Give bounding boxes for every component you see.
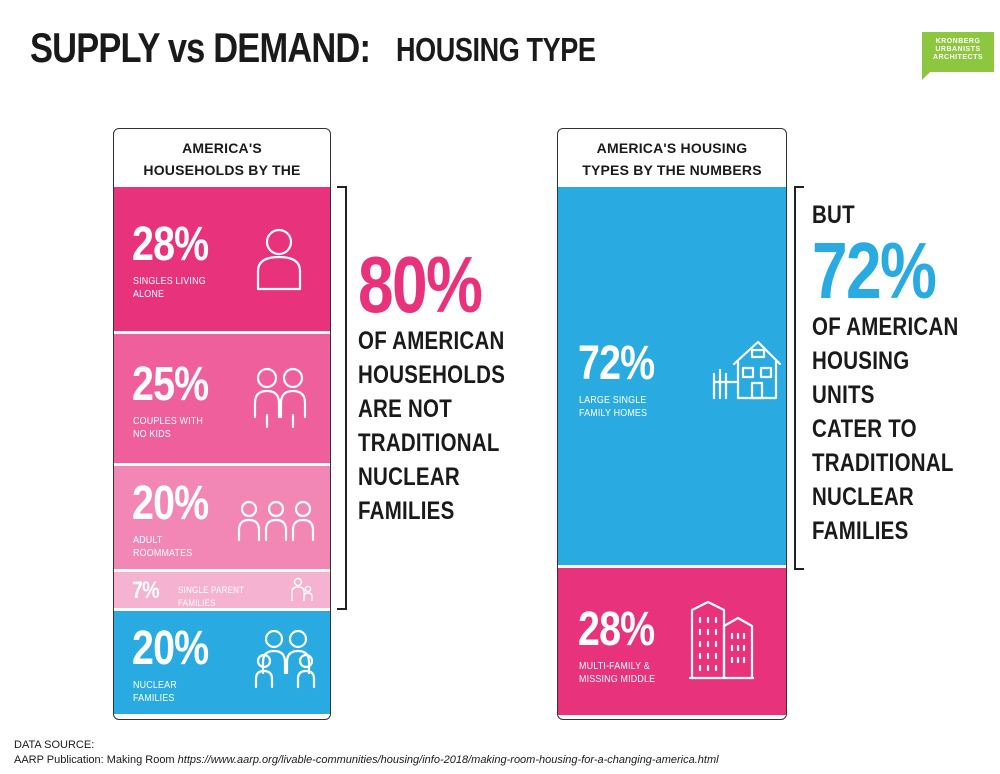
bar-segment-single-parent-families: 7% SINGLE PARENT FAMILIES [114,572,330,609]
housing-callout-line-6: FAMILIES [812,517,909,545]
segment-value: 72% [578,337,655,390]
segment-label: COUPLES WITH NO KIDS [133,415,203,440]
nuclear-family-icon [254,629,316,689]
housing-callout-line-4: TRADITIONAL [812,449,954,477]
segment-label: LARGE SINGLE FAMILY HOMES [579,394,648,419]
single-person-icon [256,228,302,291]
apartment-buildings-icon [688,600,754,680]
households-callout-pct: 80% [358,240,483,329]
housing-bracket [794,186,804,570]
title-main: SUPPLY vs DEMAND: [30,24,371,71]
households-panel: AMERICA'S HOUSEHOLDS BY THE NUMBERS 28%S… [113,128,331,720]
households-callout: 80% OF AMERICAN HOUSEHOLDS ARE NOT TRADI… [358,240,537,528]
source-heading: DATA SOURCE: [14,739,95,751]
segment-label: SINGLE PARENT FAMILIES [178,585,245,609]
segment-value: 25% [132,358,209,411]
bar-segment-singles-living-alone: 28% SINGLES LIVING ALONE [114,187,330,331]
title-sub: HOUSING TYPE [396,31,596,68]
segment-value: 7% [132,577,160,604]
logo-line-2: URBANISTS [935,46,981,53]
households-callout-line-1: OF AMERICAN [358,327,505,355]
housing-panel-title: AMERICA'S HOUSING TYPES BY THE NUMBERS [582,140,762,178]
segment-label: MULTI-FAMILY & MISSING MIDDLE [579,660,656,685]
couple-icon [253,367,307,429]
bar-segment-nuclear-families: 20% NUCLEAR FAMILIES [114,611,330,714]
segment-value: 28% [132,218,209,271]
page-title: SUPPLY vs DEMAND: [30,24,445,72]
segment-label: ADULT ROOMMATES [133,534,193,559]
roommates-icon [237,500,315,542]
housing-callout-line-1: OF AMERICAN [812,313,959,341]
segment-label: NUCLEAR FAMILIES [133,679,177,704]
bar-segment-adult-roommates: 20% ADULT ROOMMATES [114,466,330,569]
bar-segment-large-single-family-homes: 72% LARGE SINGLE FAMILY HOMES [558,187,786,565]
data-source: DATA SOURCE: AARP Publication: Making Ro… [14,738,719,768]
page-subtitle: HOUSING TYPE [396,31,639,69]
kronberg-logo [922,32,994,80]
bar-segment-multi-family-missing-middle: 28% MULTI-FAMILY & MISSING MIDDLE [558,568,786,715]
households-callout-line-3: ARE NOT [358,395,452,423]
segment-label: SINGLES LIVING ALONE [133,275,206,300]
source-publication: AARP Publication: Making Room [14,754,175,766]
housing-callout-pct: 72% [812,226,937,315]
households-callout-line-6: FAMILIES [358,497,455,525]
housing-callout-line-2: HOUSING UNITS [812,347,910,409]
segment-value: 20% [132,622,209,675]
source-url[interactable]: https://www.aarp.org/livable-communities… [177,754,719,766]
households-callout-line-5: NUCLEAR [358,463,460,491]
housing-callout-line-5: NUCLEAR [812,483,914,511]
households-callout-line-2: HOUSEHOLDS [358,361,506,389]
housing-callout-line-3: CATER TO [812,415,917,443]
bar-segment-couples-with-no-kids: 25% COUPLES WITH NO KIDS [114,334,330,463]
housing-panel: AMERICA'S HOUSING TYPES BY THE NUMBERS 7… [557,128,787,720]
segment-value: 20% [132,477,209,530]
single-parent-icon [291,577,313,601]
housing-callout: BUT 72% OF AMERICAN HOUSING UNITS CATER … [812,198,1000,548]
house-fence-icon [712,340,782,400]
logo-text: KRONBERG URBANISTS ARCHITECTS [924,38,992,62]
logo-line-1: KRONBERG [935,38,981,45]
segment-value: 28% [578,603,655,656]
households-callout-line-4: TRADITIONAL [358,429,500,457]
households-bracket [337,186,347,610]
housing-callout-lead: BUT [812,201,855,229]
logo-line-3: ARCHITECTS [932,54,984,61]
